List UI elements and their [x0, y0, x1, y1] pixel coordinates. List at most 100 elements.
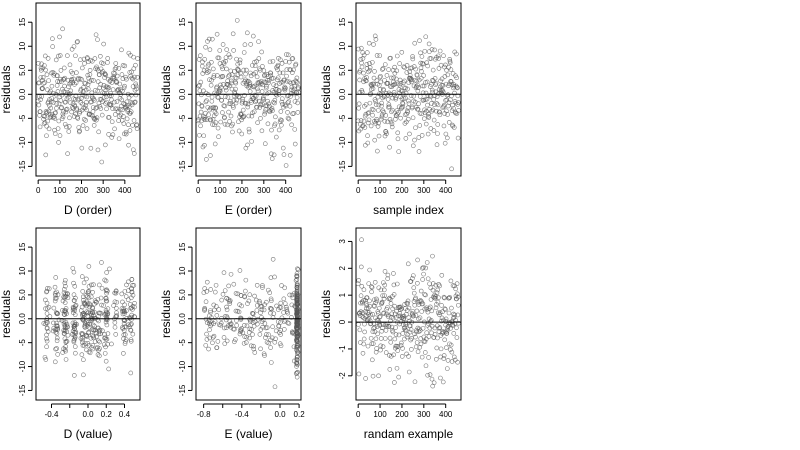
data-point: [44, 133, 49, 139]
data-point: [246, 113, 252, 119]
data-point: [41, 81, 46, 86]
data-point: [231, 48, 236, 53]
data-point: [121, 308, 127, 314]
data-point: [263, 299, 269, 305]
data-point: [452, 283, 457, 289]
data-point: [257, 300, 263, 306]
data-point: [357, 327, 363, 333]
data-point: [259, 128, 265, 134]
data-point: [86, 349, 92, 355]
data-point: [242, 42, 248, 48]
data-point: [376, 373, 381, 379]
data-point: [415, 106, 421, 112]
data-point: [401, 315, 407, 321]
y-tick-label: -2: [338, 372, 347, 380]
data-point: [378, 336, 384, 341]
data-point: [391, 82, 397, 88]
data-point: [268, 70, 274, 76]
data-point: [51, 305, 57, 311]
data-point: [92, 323, 97, 329]
data-point: [451, 315, 457, 320]
data-point: [422, 350, 428, 355]
data-point: [203, 99, 209, 105]
data-point: [59, 116, 65, 122]
data-point: [284, 309, 290, 314]
data-point: [405, 301, 410, 306]
data-point: [430, 281, 436, 286]
data-point: [106, 114, 112, 120]
data-point: [284, 78, 290, 84]
data-point: [210, 335, 216, 340]
data-point: [252, 83, 258, 89]
data-point: [100, 328, 105, 333]
data-point: [428, 82, 434, 87]
data-point: [415, 88, 421, 94]
data-point: [291, 344, 297, 350]
data-point: [365, 343, 371, 349]
data-point: [128, 327, 133, 333]
data-point: [393, 112, 399, 118]
data-point: [255, 303, 260, 308]
y-tick-label: -15: [338, 160, 347, 172]
data-point: [114, 99, 120, 104]
data-point: [209, 59, 214, 65]
data-point: [282, 301, 288, 306]
data-point: [46, 286, 52, 291]
data-point: [62, 277, 68, 283]
data-point: [91, 333, 96, 339]
data-point: [224, 47, 229, 52]
data-point: [421, 271, 426, 277]
data-point: [215, 125, 221, 131]
data-point: [112, 299, 118, 305]
data-point: [122, 324, 128, 330]
data-point: [275, 62, 281, 68]
data-point: [106, 85, 112, 91]
data-point: [222, 94, 228, 99]
data-point: [78, 57, 83, 62]
data-point: [373, 99, 378, 104]
data-point: [51, 71, 57, 76]
data-point: [279, 99, 285, 105]
data-point: [128, 337, 134, 342]
data-point: [51, 100, 56, 105]
data-point: [87, 67, 93, 73]
data-point: [440, 83, 446, 88]
data-point: [96, 331, 102, 337]
data-point: [421, 73, 426, 78]
data-point: [52, 359, 58, 365]
data-point: [229, 86, 235, 92]
data-point: [437, 325, 443, 330]
data-point: [296, 85, 301, 90]
data-point: [110, 87, 116, 92]
data-point: [102, 277, 107, 283]
data-point: [216, 55, 222, 61]
data-point: [102, 90, 107, 96]
data-point: [245, 30, 250, 36]
y-tick-label: 10: [178, 41, 187, 50]
data-point: [208, 319, 213, 324]
data-point: [369, 285, 375, 290]
data-point: [447, 294, 453, 300]
data-point: [425, 276, 431, 282]
data-point: [447, 56, 453, 62]
data-point: [448, 67, 454, 72]
data-point: [134, 123, 139, 128]
x-tick-label: 200: [395, 186, 409, 195]
data-point: [211, 75, 216, 80]
data-point: [424, 260, 430, 265]
data-point: [364, 303, 370, 308]
data-point: [294, 331, 300, 337]
data-point: [237, 331, 243, 337]
data-point: [424, 60, 430, 65]
data-point: [291, 331, 297, 336]
data-point: [242, 294, 248, 300]
data-point: [377, 322, 383, 328]
data-point: [244, 323, 250, 329]
data-point: [441, 353, 447, 358]
data-point: [290, 56, 296, 61]
data-point: [225, 94, 231, 100]
data-point: [50, 36, 55, 42]
data-point: [365, 140, 371, 146]
data-point: [40, 75, 46, 80]
data-point: [81, 280, 87, 286]
